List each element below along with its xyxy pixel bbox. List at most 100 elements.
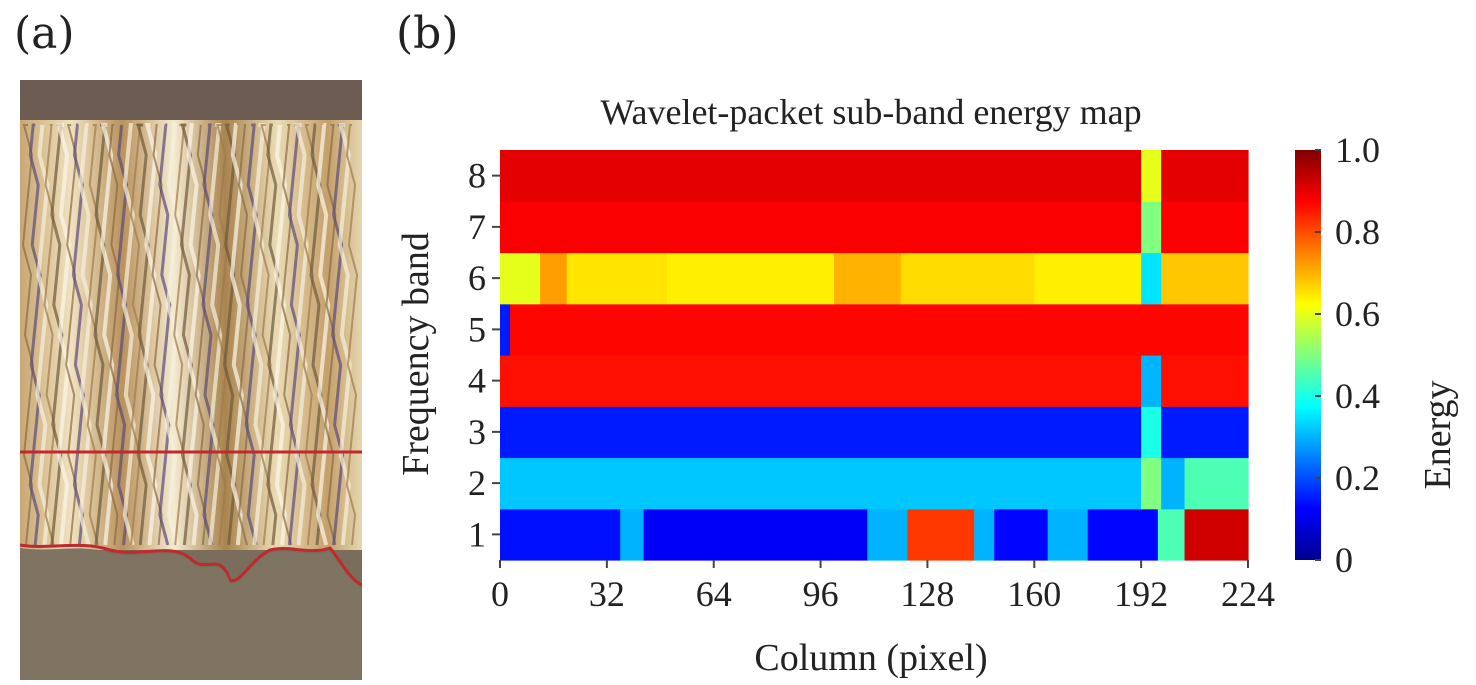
fiber-strand	[78, 123, 93, 546]
heatmap-cell-band-5	[510, 303, 1249, 356]
fiber-strand	[108, 124, 121, 546]
x-tick-label: 32	[589, 574, 625, 614]
x-tick-label: 224	[1221, 574, 1275, 614]
x-tick-label: 96	[803, 574, 839, 614]
heatmap-cell-band-1	[620, 508, 645, 561]
fiber-strand	[302, 124, 315, 546]
heatmap-cell-band-8	[1161, 150, 1249, 202]
heatmap-cell-band-1	[1157, 508, 1186, 561]
y-tick-label: 7	[468, 207, 486, 247]
fiber-strand	[324, 124, 337, 546]
fiber-strand	[223, 123, 237, 546]
heatmap-cell-band-1	[867, 508, 908, 561]
fiber-structure-photo-icon	[20, 80, 362, 680]
y-tick-label: 8	[468, 156, 486, 196]
fiber-strand	[21, 124, 35, 546]
fiber-strand	[129, 124, 143, 546]
heatmap-cell-band-6	[566, 252, 668, 305]
x-axis: 0 32 64 96 128 160 192 224	[491, 560, 1275, 614]
lower-region	[20, 548, 362, 680]
y-tick-label: 1	[468, 514, 486, 554]
fiber-strand	[28, 123, 42, 546]
heatmap-cell-band-4	[1161, 355, 1249, 407]
fiber-strand	[164, 123, 180, 546]
energy-heatmap-chart: Wavelet-packet sub-band energy map 0 32 64…	[395, 92, 1459, 679]
y-tick-label: 4	[468, 361, 486, 401]
fiber-strand	[179, 123, 193, 546]
fiber-strand	[151, 124, 164, 546]
fiber-strand	[266, 123, 280, 546]
fiber-strand	[287, 123, 301, 546]
fiber-strand	[194, 124, 207, 546]
heatmap-cell-band-6	[1141, 252, 1162, 305]
heatmap-cell-band-4	[1141, 355, 1162, 407]
fiber-strand	[35, 124, 50, 546]
heatmap-cell-band-1	[1184, 508, 1249, 561]
fiber-strand	[201, 123, 215, 546]
fiber-strand	[186, 123, 201, 546]
heatmap-cell-band-1	[1047, 508, 1089, 561]
fiber-strand	[71, 123, 85, 546]
heatmap-cell-band-5	[500, 303, 511, 356]
fiber-strand	[216, 124, 229, 546]
fiber-strand	[143, 123, 158, 546]
fiber-strand	[50, 123, 64, 546]
heatmap-cell-band-7	[500, 201, 1142, 254]
colorbar-ticks: 0 0.2 0.4 0.6 0.8 1.0	[1315, 130, 1380, 580]
heatmap-cell-band-6	[900, 252, 1035, 305]
y-axis: 1 2 3 4 5 6 7 8	[468, 156, 500, 554]
heatmap-cell-band-3	[500, 406, 1142, 459]
panel-a-label: (a)	[14, 8, 75, 59]
heatmap-cells	[500, 150, 1249, 561]
fiber-strand	[56, 123, 72, 546]
x-tick-label: 192	[1114, 574, 1168, 614]
fiber-strand	[281, 124, 294, 546]
y-axis-label: Frequency band	[395, 232, 437, 476]
fiber-strand	[43, 124, 56, 546]
fiber-strands	[21, 123, 359, 546]
heatmap-cell-band-6	[540, 252, 568, 305]
heatmap-cell-band-6	[500, 252, 541, 305]
heatmap-cell-band-1	[907, 508, 975, 561]
heatmap-cell-band-6	[833, 252, 902, 305]
chart-title: Wavelet-packet sub-band energy map	[600, 92, 1141, 132]
y-tick-label: 6	[468, 258, 486, 298]
heatmap-cell-band-2	[1161, 457, 1186, 510]
x-tick-label: 128	[900, 574, 954, 614]
fiber-strand	[251, 123, 266, 546]
heatmap-cell-band-2	[1184, 457, 1249, 510]
heatmap-cell-band-1	[974, 508, 995, 561]
heatmap-cell-band-3	[1161, 406, 1249, 459]
fiber-strand	[158, 123, 172, 546]
x-tick-label: 64	[696, 574, 732, 614]
colorbar-tick-label: 0	[1335, 540, 1353, 580]
fiber-strand	[345, 124, 359, 546]
fiber-strand	[237, 124, 251, 546]
fiber-strand	[331, 123, 345, 546]
y-tick-label: 2	[468, 463, 486, 503]
heatmap-cell-band-2	[500, 457, 1142, 510]
heatmap-cell-band-8	[500, 150, 1142, 202]
heatmap-cell-band-1	[1087, 508, 1159, 561]
heatmap-cell-band-6	[1034, 252, 1142, 305]
heatmap-cell-band-1	[500, 508, 621, 561]
fiber-strand	[65, 124, 78, 546]
x-axis-label: Column (pixel)	[754, 637, 987, 679]
fiber-strand	[208, 123, 223, 546]
y-tick-label: 5	[468, 309, 486, 349]
heatmap-cell-band-2	[1141, 457, 1162, 510]
colorbar-tick-label: 1.0	[1335, 130, 1380, 170]
heatmap-cell-band-8	[1141, 150, 1162, 202]
y-tick-label: 3	[468, 412, 486, 452]
fiber-strand	[259, 124, 272, 546]
colorbar-tick-label: 0.8	[1335, 212, 1380, 252]
heatmap-cell-band-7	[1141, 201, 1162, 254]
fiber-strand	[121, 123, 136, 546]
x-tick-label: 160	[1007, 574, 1061, 614]
panel-b-label: (b)	[396, 8, 459, 59]
fiber-strand	[309, 123, 323, 546]
fiber-strand	[100, 123, 115, 546]
fiber-strand	[173, 124, 186, 546]
fiber-strand	[272, 124, 288, 546]
fiber-strand	[293, 123, 309, 546]
